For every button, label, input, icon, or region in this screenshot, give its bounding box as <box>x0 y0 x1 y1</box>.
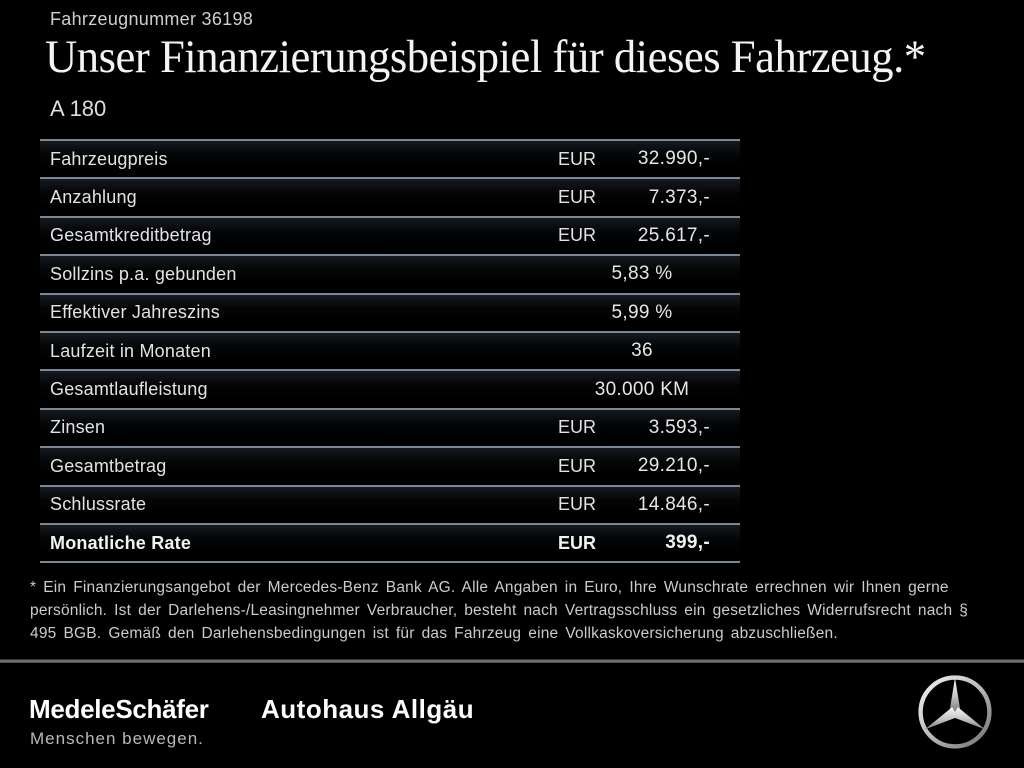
dealer-logo-medele-schaefer: MedeleSchäfer <box>29 694 209 724</box>
table-row: Anzahlung EUR 7.373,- <box>40 177 740 216</box>
row-currency: EUR <box>558 494 597 515</box>
row-label: Fahrzeugpreis <box>50 148 168 169</box>
row-label: Laufzeit in Monaten <box>50 340 211 361</box>
table-row: Gesamtkreditbetrag EUR 25.617,- <box>40 215 740 255</box>
row-value: 30.000 KM <box>594 378 690 400</box>
row-label: Zinsen <box>50 417 106 438</box>
row-value: 32.990,- <box>637 148 710 170</box>
row-currency: EUR <box>558 187 597 208</box>
table-row-monthly-rate: Monatliche Rate EUR 399,- <box>40 522 740 562</box>
table-row: Schlussrate EUR 14.846,- <box>40 484 740 523</box>
row-value: 36 <box>631 340 653 362</box>
row-value: 399,- <box>665 532 710 554</box>
row-label: Gesamtlaufleistung <box>50 379 208 400</box>
table-row: Fahrzeugpreis EUR 32.990,- <box>40 139 740 178</box>
row-label: Effektiver Jahreszins <box>50 302 220 323</box>
row-value: 29.210,- <box>637 455 710 477</box>
table-row: Gesamtlaufleistung 30.000 KM <box>40 369 740 408</box>
dealer-tagline: Menschen bewegen. <box>30 729 204 748</box>
row-currency: EUR <box>558 225 597 246</box>
row-value: 25.617,- <box>637 224 710 246</box>
vehicle-model: A 180 <box>50 96 107 121</box>
finance-table: Fahrzeugpreis EUR 32.990,- Anzahlung EUR 7… <box>40 139 740 564</box>
vehicle-number: Fahrzeugnummer 36198 <box>50 9 254 29</box>
row-currency: EUR <box>558 417 597 438</box>
table-row: Sollzins p.a. gebunden 5,83 % <box>40 254 740 293</box>
legal-footnote: * Ein Finanzierungsangebot der Mercedes-… <box>30 579 969 642</box>
row-value: 7.373,- <box>648 186 710 208</box>
row-value: 14.846,- <box>637 493 710 515</box>
table-row: Laufzeit in Monaten 36 <box>40 330 740 370</box>
row-label: Gesamtkreditbetrag <box>50 225 212 246</box>
row-value: 5,99 % <box>611 301 673 323</box>
table-row: Zinsen EUR 3.593,- <box>40 407 740 447</box>
mercedes-star-icon <box>918 675 992 749</box>
row-currency: EUR <box>558 455 597 476</box>
row-label: Schlussrate <box>50 494 147 515</box>
row-currency: EUR <box>558 532 597 553</box>
row-label: Sollzins p.a. gebunden <box>50 263 237 284</box>
table-row: Effektiver Jahreszins 5,99 % <box>40 292 740 331</box>
row-label: Gesamtbetrag <box>50 455 167 476</box>
row-currency: EUR <box>558 148 597 169</box>
row-label: Anzahlung <box>50 187 137 208</box>
dealer-logo-autohaus-allgaeu: Autohaus Allgäu <box>261 694 475 724</box>
table-row: Gesamtbetrag EUR 29.210,- <box>40 446 740 485</box>
row-value: 3.593,- <box>648 416 710 438</box>
row-value: 5,83 % <box>611 263 673 285</box>
row-label: Monatliche Rate <box>50 532 192 553</box>
page-title: Unser Finanzierungsbeispiel für dieses F… <box>45 31 926 83</box>
footer-divider <box>0 659 1024 663</box>
